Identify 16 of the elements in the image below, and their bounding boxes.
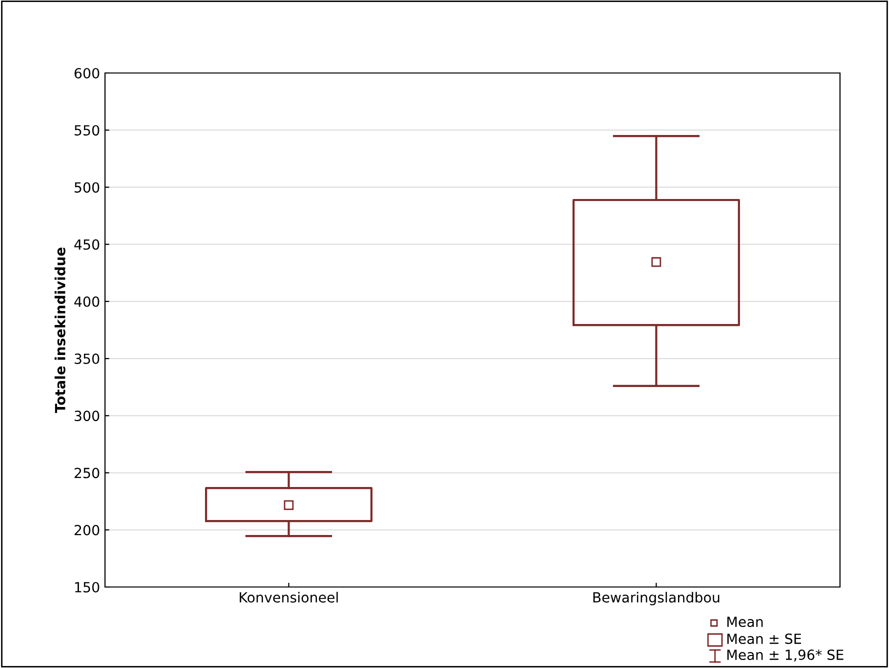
y-tick-label: 500 (74, 182, 100, 193)
text: Mean (727, 616, 763, 628)
y-tick-label: 450 (74, 239, 100, 250)
y-tick-label: 400 (74, 296, 100, 307)
text: Mean ± SE (727, 634, 802, 644)
y-tick-label: 550 (74, 125, 100, 136)
y-tick-label: 200 (74, 524, 100, 536)
x-tick-label: Bewaringslandbou (593, 592, 720, 606)
y-axis-title: Totale insekindividue (54, 248, 66, 414)
y-tick-label: 250 (74, 468, 100, 478)
y-tick-label: 600 (74, 68, 100, 78)
text: Mean ± 1,96* SE (727, 650, 844, 662)
y-tick-label: 150 (75, 582, 100, 592)
x-tick-label: Konvensioneel (240, 592, 338, 603)
y-tick-label: 300 (74, 410, 100, 422)
y-tick-label: 350 (74, 354, 100, 364)
